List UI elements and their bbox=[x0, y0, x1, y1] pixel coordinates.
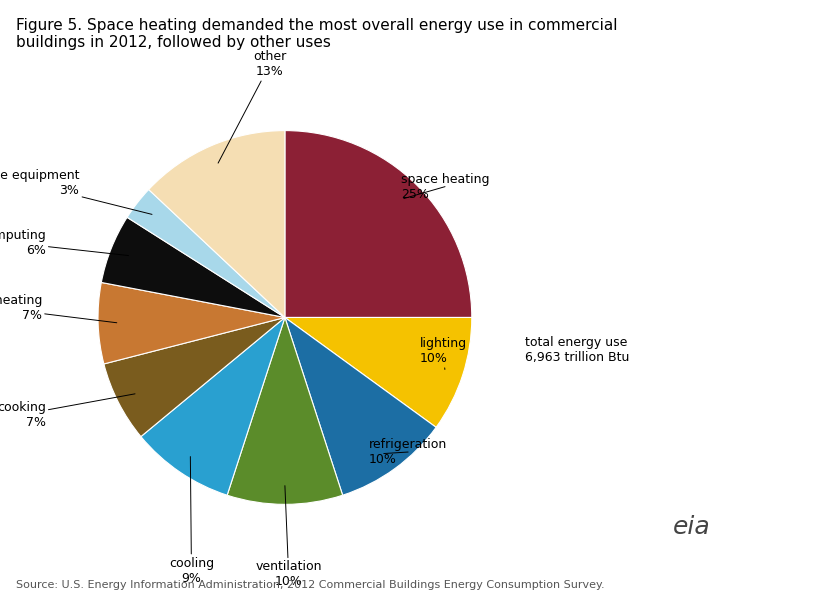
Text: other
13%: other 13% bbox=[218, 50, 287, 163]
Text: eia: eia bbox=[673, 515, 711, 539]
Wedge shape bbox=[149, 131, 285, 317]
Text: refrigeration
10%: refrigeration 10% bbox=[369, 438, 447, 466]
Text: cooking
7%: cooking 7% bbox=[0, 394, 135, 429]
Text: water heating
7%: water heating 7% bbox=[0, 294, 116, 323]
Text: total energy use
6,963 trillion Btu: total energy use 6,963 trillion Btu bbox=[525, 337, 629, 364]
Wedge shape bbox=[101, 217, 285, 317]
Wedge shape bbox=[285, 131, 472, 317]
Text: Source: U.S. Energy Information Administration, 2012 Commercial Buildings Energy: Source: U.S. Energy Information Administ… bbox=[16, 580, 605, 590]
Wedge shape bbox=[227, 317, 343, 504]
Text: office equipment
3%: office equipment 3% bbox=[0, 169, 152, 214]
Wedge shape bbox=[104, 317, 285, 437]
Text: space heating
25%: space heating 25% bbox=[400, 173, 489, 201]
Wedge shape bbox=[141, 317, 285, 495]
Text: cooling
9%: cooling 9% bbox=[168, 456, 214, 585]
Text: ventilation
10%: ventilation 10% bbox=[256, 486, 322, 588]
Text: computing
6%: computing 6% bbox=[0, 229, 129, 257]
Wedge shape bbox=[127, 189, 285, 317]
Text: lighting
10%: lighting 10% bbox=[419, 337, 466, 370]
Wedge shape bbox=[285, 317, 472, 427]
Wedge shape bbox=[285, 317, 436, 495]
Wedge shape bbox=[98, 283, 285, 364]
Text: Figure 5. Space heating demanded the most overall energy use in commercial
build: Figure 5. Space heating demanded the mos… bbox=[16, 18, 618, 50]
